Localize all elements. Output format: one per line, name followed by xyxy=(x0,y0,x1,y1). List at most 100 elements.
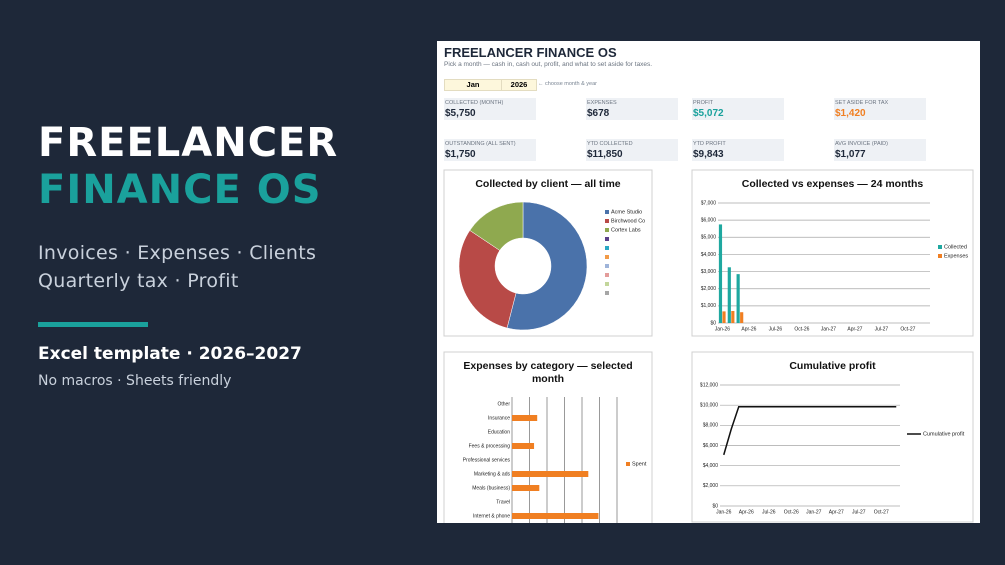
note-line: No macros · Sheets friendly xyxy=(38,373,232,389)
x-tick-label: Jul-26 xyxy=(769,326,783,332)
chart-title-box: Collected by client — all time xyxy=(475,178,621,190)
x-tick-label: Apr-27 xyxy=(829,509,844,515)
bar xyxy=(512,471,589,477)
product-line: Excel template · 2026–2027 xyxy=(38,344,302,364)
kpi-card: COLLECTED (MONTH) $5,750 xyxy=(444,98,536,120)
spreadsheet: FREELANCER FINANCE OS Pick a month — cas… xyxy=(437,41,980,523)
chart-title-box: Cumulative profit xyxy=(789,360,876,372)
x-tick-label: Apr-26 xyxy=(739,509,754,515)
legend-swatch-empty xyxy=(605,291,609,295)
chart-title: Cumulative profit xyxy=(789,360,876,372)
x-tick-label: Oct-26 xyxy=(784,509,799,515)
kpi-value: $5,072 xyxy=(693,108,724,119)
bar xyxy=(736,274,740,323)
charts: Collected by client — all time Acme Studi… xyxy=(443,169,974,523)
kpi-value: $11,850 xyxy=(587,149,623,160)
y-tick-label: Fees & processing xyxy=(469,443,511,449)
bar xyxy=(722,311,726,323)
y-tick-label: Internet & phone xyxy=(473,513,510,519)
accent-bar xyxy=(38,322,148,327)
kpi-label: COLLECTED (MONTH) xyxy=(445,100,504,106)
legend-label: Collected xyxy=(944,244,967,250)
x-tick-label: Jul-27 xyxy=(852,509,866,515)
legend-label: Cortex Labs xyxy=(611,227,641,233)
feature-line: Invoices · Expenses · Clients xyxy=(38,242,317,264)
bar xyxy=(740,312,744,323)
kpi-value: $678 xyxy=(587,108,610,119)
legend-swatch xyxy=(938,245,942,249)
line xyxy=(723,406,897,456)
legend-label: Spent xyxy=(632,461,647,467)
bar xyxy=(718,224,723,323)
kpi-card: SET ASIDE FOR TAX $1,420 xyxy=(834,98,926,120)
legend-swatch xyxy=(626,462,630,466)
y-tick-label: $6,000 xyxy=(701,217,717,223)
bar xyxy=(512,443,535,449)
bar xyxy=(731,311,735,323)
x-tick-label: Jan-26 xyxy=(716,509,732,515)
sheet-title: FREELANCER FINANCE OS xyxy=(444,45,617,60)
chart-panel xyxy=(443,351,653,523)
legend-swatch xyxy=(938,254,942,258)
chart-title: Collected by client — all time xyxy=(475,178,621,190)
feature-line: Quarterly tax · Profit xyxy=(38,270,239,292)
y-tick-label: $1,000 xyxy=(701,303,717,309)
x-tick-label: Apr-26 xyxy=(741,326,756,332)
y-tick-label: $4,000 xyxy=(701,252,717,258)
y-tick-label: $8,000 xyxy=(703,423,719,429)
y-tick-label: Other xyxy=(497,401,510,407)
donut-slice xyxy=(458,230,517,329)
bar xyxy=(512,485,540,491)
year-select[interactable]: 2026 xyxy=(501,79,537,91)
legend-swatch-empty xyxy=(605,273,609,277)
y-tick-label: $2,000 xyxy=(703,483,719,489)
kpi-value: $9,843 xyxy=(693,149,724,160)
kpi-label: SET ASIDE FOR TAX xyxy=(835,100,889,106)
kpi-value: $1,420 xyxy=(835,108,866,119)
legend-swatch-empty xyxy=(605,282,609,286)
x-tick-label: Jul-26 xyxy=(762,509,776,515)
y-tick-label: Meals (business) xyxy=(472,485,510,491)
sheet-subtitle: Pick a month — cash in, cash out, profit… xyxy=(444,61,653,68)
legend-label: Cumulative profit xyxy=(923,431,965,437)
kpi-label: EXPENSES xyxy=(587,100,617,106)
legend-swatch-empty xyxy=(605,237,609,241)
kpi-label: YTD PROFIT xyxy=(693,141,726,147)
y-tick-label: Travel xyxy=(496,499,510,505)
kpi-card: AVG INVOICE (PAID) $1,077 xyxy=(834,139,926,161)
kpi-card: YTD PROFIT $9,843 xyxy=(692,139,784,161)
hero-title: FINANCE OS xyxy=(38,167,322,213)
legend-label: Acme Studio xyxy=(611,209,642,215)
legend-swatch-empty xyxy=(605,246,609,250)
kpi-label: OUTSTANDING (ALL SENT) xyxy=(445,141,516,147)
y-tick-label: $0 xyxy=(710,320,716,326)
legend-swatch-empty xyxy=(605,255,609,259)
kpi-label: PROFIT xyxy=(693,100,714,106)
y-tick-label: $2,000 xyxy=(701,286,717,292)
y-tick-label: $10,000 xyxy=(700,402,718,408)
bar xyxy=(727,267,731,323)
legend-label: Expenses xyxy=(944,253,968,259)
chart-title-box: Collected vs expenses — 24 months xyxy=(742,178,923,190)
kpi-label: AVG INVOICE (PAID) xyxy=(835,141,888,147)
donut-slice xyxy=(506,201,588,331)
kpi-value: $5,750 xyxy=(445,108,476,119)
kpi-card: OUTSTANDING (ALL SENT) $1,750 xyxy=(444,139,536,161)
x-tick-label: Oct-27 xyxy=(874,509,889,515)
x-tick-label: Oct-27 xyxy=(900,326,915,332)
x-tick-label: Jan-26 xyxy=(715,326,731,332)
kpi-value: $1,750 xyxy=(445,149,476,160)
y-tick-label: $3,000 xyxy=(701,269,717,275)
legend-swatch-empty xyxy=(605,264,609,268)
donut-slice xyxy=(469,201,524,251)
kpi-value: $1,077 xyxy=(835,149,866,160)
x-tick-label: Jan-27 xyxy=(806,509,822,515)
kpi-card: PROFIT $5,072 xyxy=(692,98,784,120)
legend-swatch xyxy=(605,228,609,232)
y-tick-label: $6,000 xyxy=(703,443,719,449)
kpi-card: EXPENSES $678 xyxy=(586,98,678,120)
legend-swatch xyxy=(605,219,609,223)
chart-title: Expenses by category — selected month xyxy=(463,360,633,385)
